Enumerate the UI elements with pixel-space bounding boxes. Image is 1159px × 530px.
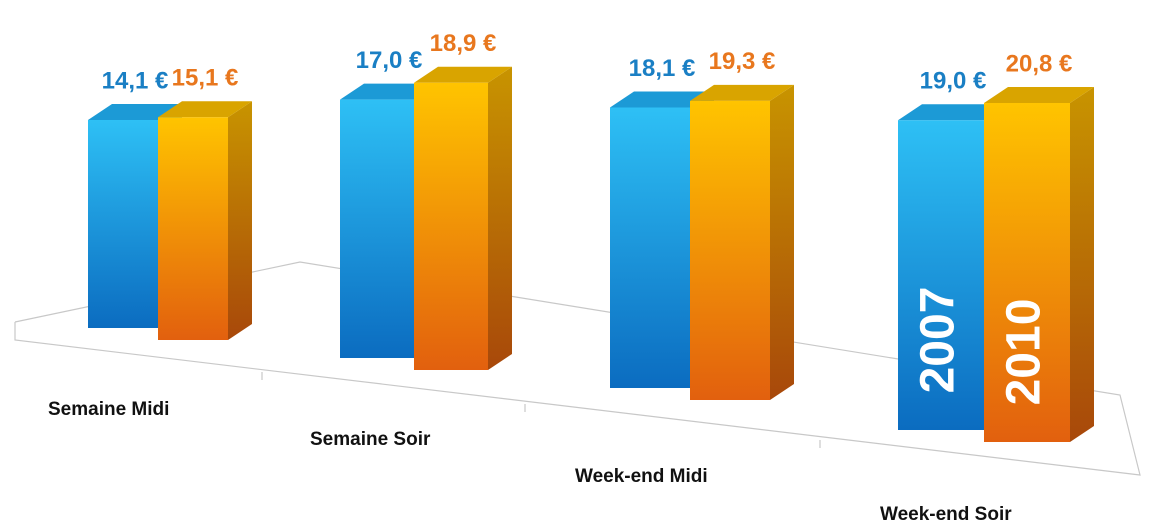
bar-face xyxy=(228,101,252,341)
bar-face xyxy=(770,84,794,400)
bar-face xyxy=(610,107,690,388)
value-label: 20,8 € xyxy=(1006,50,1073,77)
bar-face xyxy=(690,84,794,101)
value-label: 18,9 € xyxy=(430,30,497,57)
bar-face xyxy=(158,117,228,341)
bar xyxy=(690,84,794,400)
value-label: 18,1 € xyxy=(629,55,696,82)
value-label: 19,3 € xyxy=(709,48,776,75)
bar-face xyxy=(340,99,414,358)
bar xyxy=(984,86,1094,443)
bar-face xyxy=(610,91,714,108)
category-label: Semaine Soir xyxy=(310,429,431,450)
series-label: 2007 xyxy=(912,287,965,394)
bar-face xyxy=(984,102,1070,443)
bar-face xyxy=(898,120,984,431)
bar-face xyxy=(88,104,182,121)
category-label: Semaine Midi xyxy=(48,399,169,420)
bar-face xyxy=(340,83,438,100)
bar xyxy=(414,66,512,370)
bar-face xyxy=(88,120,158,329)
value-label: 19,0 € xyxy=(920,68,987,95)
bar-face xyxy=(690,100,770,400)
bar-face xyxy=(984,86,1094,103)
bar xyxy=(158,101,252,341)
bar-face xyxy=(414,66,512,83)
bar-face xyxy=(488,66,512,370)
category-label: Week-end Midi xyxy=(575,466,708,487)
value-label: 17,0 € xyxy=(356,47,423,74)
bar-face xyxy=(1070,86,1094,443)
category-label: Week-end Soir xyxy=(880,504,1012,525)
series-label: 2010 xyxy=(998,299,1051,406)
bar-face xyxy=(158,101,252,118)
floor xyxy=(14,261,1141,476)
value-label: 15,1 € xyxy=(172,65,239,92)
bar-face xyxy=(414,82,488,370)
bar-face xyxy=(898,104,1008,121)
value-label: 14,1 € xyxy=(102,67,169,94)
